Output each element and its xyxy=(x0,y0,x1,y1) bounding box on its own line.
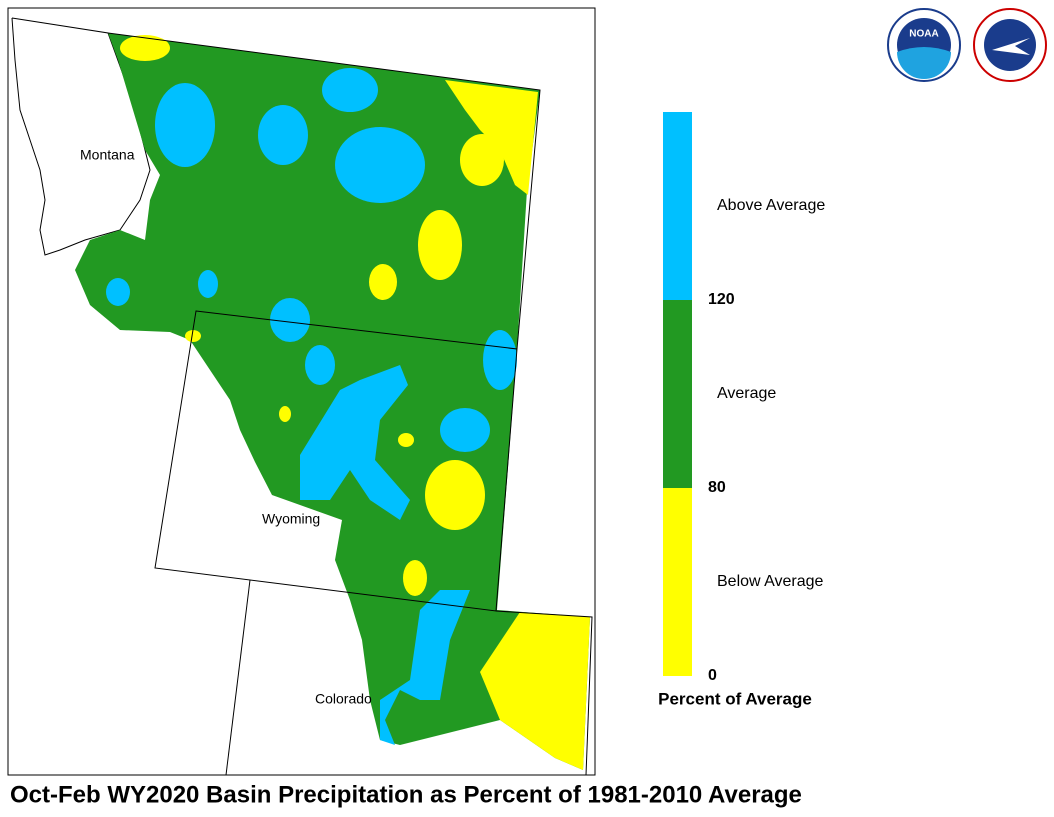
logo-text: NOAA xyxy=(909,29,938,40)
below-area xyxy=(120,35,170,61)
legend-label: Average xyxy=(717,385,776,402)
above-area xyxy=(380,590,470,745)
nws-logo xyxy=(973,8,1047,82)
colorado-border xyxy=(495,610,593,776)
above-area xyxy=(335,127,425,203)
legend-break: 120 xyxy=(708,291,735,308)
above-area xyxy=(258,105,308,165)
map-title: Oct-Feb WY2020 Basin Precipitation as Pe… xyxy=(10,781,802,808)
below-area xyxy=(403,560,427,596)
above-area xyxy=(270,298,310,342)
below-area xyxy=(279,406,291,422)
above-area xyxy=(106,278,130,306)
basin-average xyxy=(75,33,590,770)
legend-swatch xyxy=(663,112,692,300)
legend-swatch xyxy=(663,300,692,488)
above-area xyxy=(483,330,517,390)
montana-border xyxy=(107,32,541,350)
state-label: Wyoming xyxy=(262,511,320,527)
below-area xyxy=(480,612,590,770)
state-label: Montana xyxy=(80,147,135,163)
state-label: Colorado xyxy=(315,691,372,707)
legend-break: 80 xyxy=(708,479,726,496)
legend-title: Percent of Average xyxy=(658,689,812,708)
above-area xyxy=(322,68,378,112)
below-area xyxy=(425,460,485,530)
below-area xyxy=(460,134,504,186)
above-area xyxy=(155,83,215,167)
above-area xyxy=(198,270,218,298)
above-area xyxy=(440,408,490,452)
below-area xyxy=(369,264,397,300)
colorado-border xyxy=(225,579,251,776)
above-area xyxy=(305,345,335,385)
legend-label: Above Average xyxy=(717,197,825,214)
below-area xyxy=(418,210,462,280)
legend: Below Average Average Above Average 0 80 120 xyxy=(663,112,825,684)
above-average-areas xyxy=(106,68,517,745)
above-area xyxy=(300,365,410,520)
legend-swatch xyxy=(663,488,692,676)
legend-label: Below Average xyxy=(717,573,824,590)
legend-break: 0 xyxy=(708,667,717,684)
below-area xyxy=(185,330,201,342)
below-average-areas xyxy=(120,35,590,770)
below-area xyxy=(398,433,414,447)
noaa-logo: NOAA xyxy=(887,8,961,82)
